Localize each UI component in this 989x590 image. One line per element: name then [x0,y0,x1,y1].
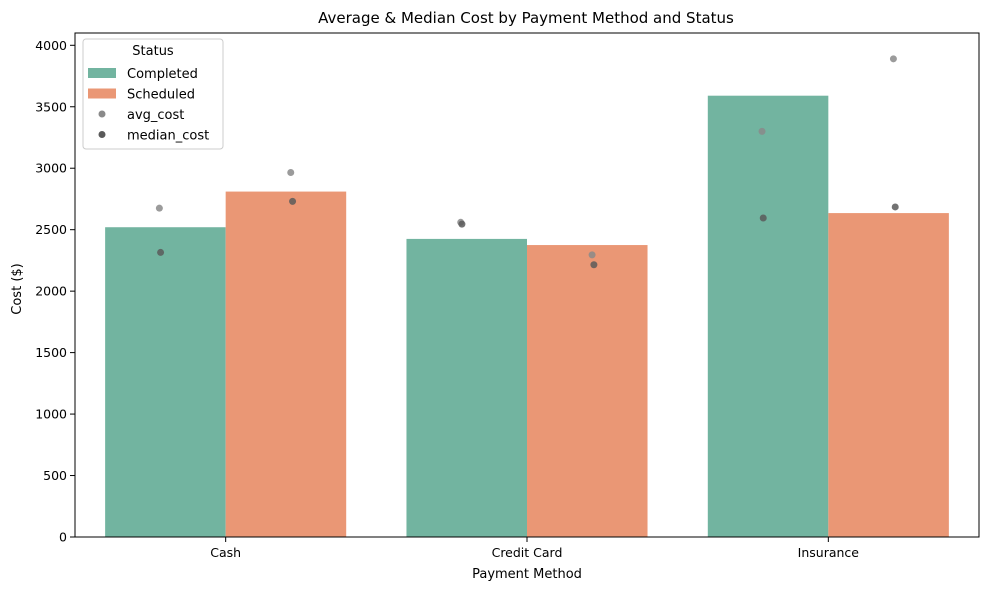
point-avg-cost-credit-card-scheduled [588,251,596,259]
y-tick-label: 4000 [35,38,67,53]
bar-completed-insurance [707,95,829,537]
point-median-cost-insurance-scheduled [891,203,899,211]
bar-scheduled-insurance [828,213,949,537]
point-avg-cost-cash-completed [155,204,163,212]
point-avg-cost-insurance-completed [758,127,766,135]
x-tick-label: Insurance [798,545,860,560]
legend-title: Status [132,44,174,59]
x-tick-label: Credit Card [492,545,563,560]
point-median-cost-credit-card-scheduled [590,261,598,269]
point-avg-cost-cash-scheduled [287,169,295,177]
y-axis-label: Cost ($) [10,263,25,314]
legend-label-completed: Completed [127,67,198,82]
point-median-cost-credit-card-completed [458,220,466,228]
point-median-cost-cash-completed [157,248,165,256]
y-tick-label: 3000 [35,161,67,176]
legend-label-avg-cost: avg_cost [127,108,184,123]
y-tick-label: 2500 [35,222,67,237]
legend-box [82,38,224,150]
chart-title: Average & Median Cost by Payment Method … [318,9,734,27]
bar-scheduled-credit-card [527,245,648,538]
y-tick-label: 0 [59,530,67,545]
bar-completed-cash [105,227,226,537]
bar-completed-credit-card [406,238,527,537]
y-tick-label: 2000 [35,284,67,299]
y-tick-label: 1000 [35,407,67,422]
legend: Status Completed Scheduled avg_cost median_c… [82,38,224,150]
legend-label-median-cost: median_cost [127,129,209,144]
legend-marker-avg-cost [98,110,106,118]
legend-marker-median-cost [98,131,106,138]
legend-label-scheduled: Scheduled [127,88,195,103]
legend-swatch-scheduled [88,88,116,99]
plot-area: 0 500 1000 1500 2000 2500 3000 3500 4000 Cash Cred… [35,32,980,560]
x-axis-label: Payment Method [472,567,582,582]
point-median-cost-cash-scheduled [289,197,297,205]
y-tick-label: 500 [43,468,67,483]
point-median-cost-insurance-completed [759,214,767,222]
y-tick-label: 3500 [35,99,67,114]
legend-swatch-completed [88,68,116,78]
y-tick-label: 1500 [35,345,67,360]
bar-scheduled-cash [225,191,347,537]
x-tick-label: Cash [210,545,241,560]
point-avg-cost-insurance-scheduled [889,55,897,63]
